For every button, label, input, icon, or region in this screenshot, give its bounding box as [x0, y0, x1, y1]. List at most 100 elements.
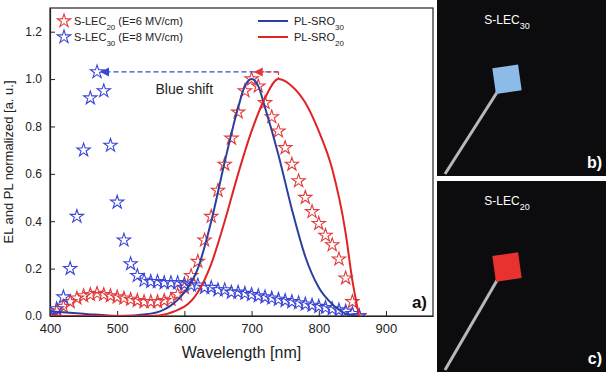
y-tick-label: 0.8 [25, 120, 42, 134]
y-axis-line [50, 9, 51, 317]
x-tick-label: 500 [107, 321, 129, 336]
point [305, 205, 318, 218]
emitting-square [492, 252, 521, 281]
point [131, 269, 144, 282]
point [70, 291, 83, 304]
point [77, 143, 90, 156]
shift-bracket [278, 72, 279, 80]
inset-photo: S-LEC30 b) [437, 0, 606, 176]
plot-area [50, 65, 366, 316]
point [90, 65, 103, 78]
legend-marker [57, 30, 70, 43]
legend-entry: S-LEC20 (E=6 MV/cm) [57, 14, 183, 32]
y-tick-label: 0.6 [25, 167, 42, 181]
legend-entry: S-LEC30 (E=8 MV/cm) [57, 30, 183, 48]
y-tick-mark [50, 269, 55, 270]
point [117, 233, 130, 246]
x-tick-label: 800 [308, 321, 330, 336]
scatter-series [50, 72, 366, 316]
y-tick: 0.8 [25, 120, 55, 134]
x-tick: 900 [376, 311, 398, 336]
probe [445, 277, 499, 370]
legend-label: S-LEC20 (E=6 MV/cm) [74, 15, 183, 32]
y-tick: 0.2 [25, 262, 55, 276]
legend: S-LEC20 (E=6 MV/cm)S-LEC30 (E=8 MV/cm) PL… [57, 14, 344, 48]
point [218, 283, 231, 296]
plot-frame [50, 8, 433, 316]
y-tick-label: 0.4 [25, 215, 42, 229]
legend-entry: PL-SRO20 [258, 31, 344, 48]
x-axis-line [51, 316, 434, 317]
point [84, 91, 97, 104]
x-tick-mark [386, 311, 387, 316]
y-tick: 1.0 [25, 72, 55, 86]
panel-label: a) [412, 293, 427, 312]
y-axis: 0.0 0.2 0.4 0.6 0.8 1.0 1.2 [25, 9, 55, 324]
point [285, 157, 298, 170]
point [64, 262, 77, 275]
legend-label: PL-SRO20 [294, 31, 344, 48]
y-tick-mark [50, 126, 55, 127]
point [97, 84, 110, 97]
y-tick: 0.6 [25, 167, 55, 181]
inset-background [437, 181, 606, 372]
y-tick-mark [50, 221, 55, 222]
y-tick-mark [50, 316, 55, 317]
point [124, 257, 137, 270]
line [50, 79, 359, 316]
point [57, 290, 70, 303]
point [312, 217, 325, 230]
x-tick-mark [252, 311, 253, 316]
y-tick: 0.4 [25, 215, 55, 229]
point [332, 252, 345, 265]
point [70, 209, 83, 222]
inset-tag: b) [587, 154, 602, 171]
legend-marker [57, 14, 70, 27]
y-tick-mark [50, 32, 55, 33]
y-tick-label: 1.2 [25, 25, 42, 39]
y-tick-mark [50, 79, 55, 80]
point [205, 281, 218, 294]
y-tick-label: 0.0 [25, 309, 42, 323]
x-tick: 700 [241, 311, 263, 336]
x-tick-label: 900 [376, 321, 398, 336]
point [319, 228, 332, 241]
x-tick-mark [319, 311, 320, 316]
x-tick-label: 700 [241, 321, 263, 336]
legend-line [258, 36, 288, 38]
inset-label: S-LEC20 [484, 194, 529, 212]
y-tick-mark [50, 174, 55, 175]
line [50, 79, 359, 316]
scatter-series [50, 65, 366, 316]
x-tick-mark [184, 311, 185, 316]
figure: 400 500 600 700 800 900 0.0 0.2 0.4 0.6 0.8 1.0 1.2 W… [0, 0, 606, 372]
shift-arrow [101, 71, 278, 72]
legend-label: PL-SRO30 [294, 15, 344, 32]
legend-entry: PL-SRO30 [258, 15, 344, 32]
inset-photo: S-LEC20 c) [437, 181, 606, 372]
shift-arrow [255, 71, 279, 72]
legend-line [258, 20, 288, 22]
y-axis-title: EL and PL normalized [a. u.] [1, 80, 16, 243]
x-tick: 600 [174, 311, 196, 336]
x-tick: 800 [308, 311, 330, 336]
x-tick-label: 400 [40, 321, 62, 336]
y-tick-label: 0.2 [25, 262, 42, 276]
point [279, 141, 292, 154]
inset-background [437, 0, 606, 176]
legend-label: S-LEC30 (E=8 MV/cm) [74, 31, 183, 48]
inset-label: S-LEC30 [484, 13, 529, 31]
probe [445, 89, 499, 174]
point [292, 174, 305, 187]
x-tick-label: 600 [174, 321, 196, 336]
point [299, 191, 312, 204]
x-axis-title: Wavelength [nm] [182, 344, 301, 361]
point [111, 195, 124, 208]
inset-tag: c) [588, 350, 602, 367]
y-tick-label: 1.0 [25, 72, 42, 86]
point [326, 238, 339, 251]
y-tick: 1.2 [25, 25, 55, 39]
annotation: Blue shift [156, 81, 214, 97]
point [104, 138, 117, 151]
emitting-square [492, 65, 521, 94]
